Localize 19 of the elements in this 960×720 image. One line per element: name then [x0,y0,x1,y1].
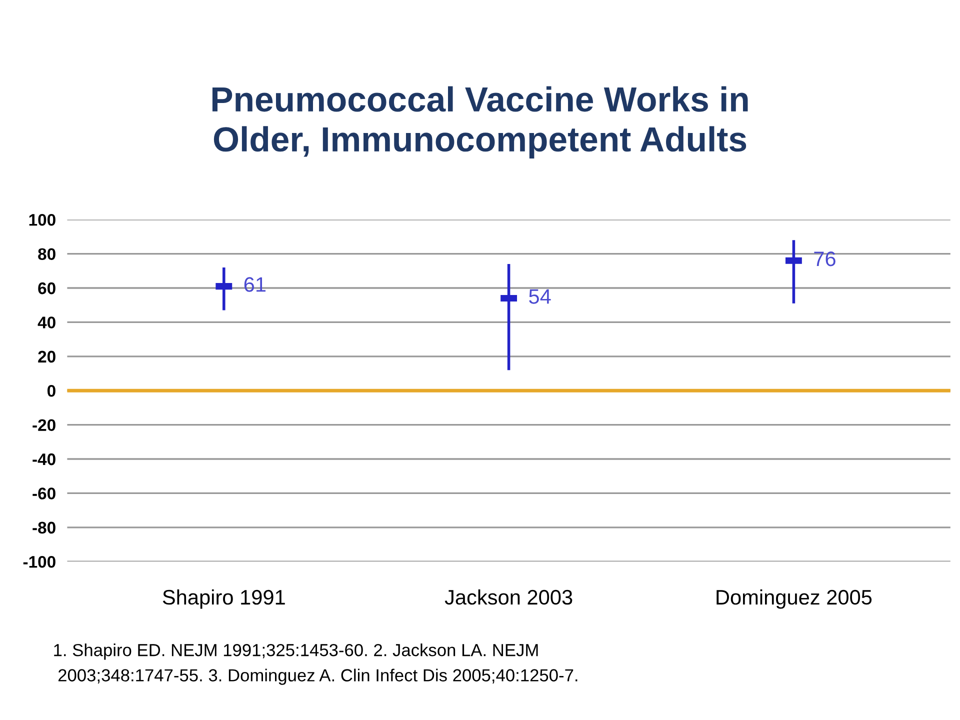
y-tick-label: -80 [32,522,56,534]
y-tick-label: -20 [32,419,56,432]
y-tick-label: -40 [32,453,56,466]
x-tick-label: Jackson 2003 [444,589,572,605]
data-label: 54 [529,289,551,304]
text: 1. Shapiro ED. NEJM 1991;325:1453-60. 2. Jackson LA. NEJM [54,644,538,660]
x-tick-label: Dominguez 2005 [716,589,872,609]
data-label: 76 [814,251,836,266]
y-tick-label: -100 [23,556,56,568]
text: 2003;348:1747-55. 3. Dominguez A. Clin Infect Dis 2005;40:1250-7. [58,668,578,685]
x-tick-label: Shapiro 1991 [162,589,285,609]
y-tick-label: 60 [38,282,56,294]
y-tick-label: 80 [38,248,56,260]
y-tick-label: 100 [29,214,56,226]
chart-title: Pneumococcal Vaccine Works in Older, Immunocompetent Adults [212,86,748,159]
y-tick-label: -60 [32,488,56,500]
y-tick-label: 0 [47,385,56,397]
y-tick-label: 40 [38,316,56,328]
y-tick-label: 20 [38,350,56,363]
